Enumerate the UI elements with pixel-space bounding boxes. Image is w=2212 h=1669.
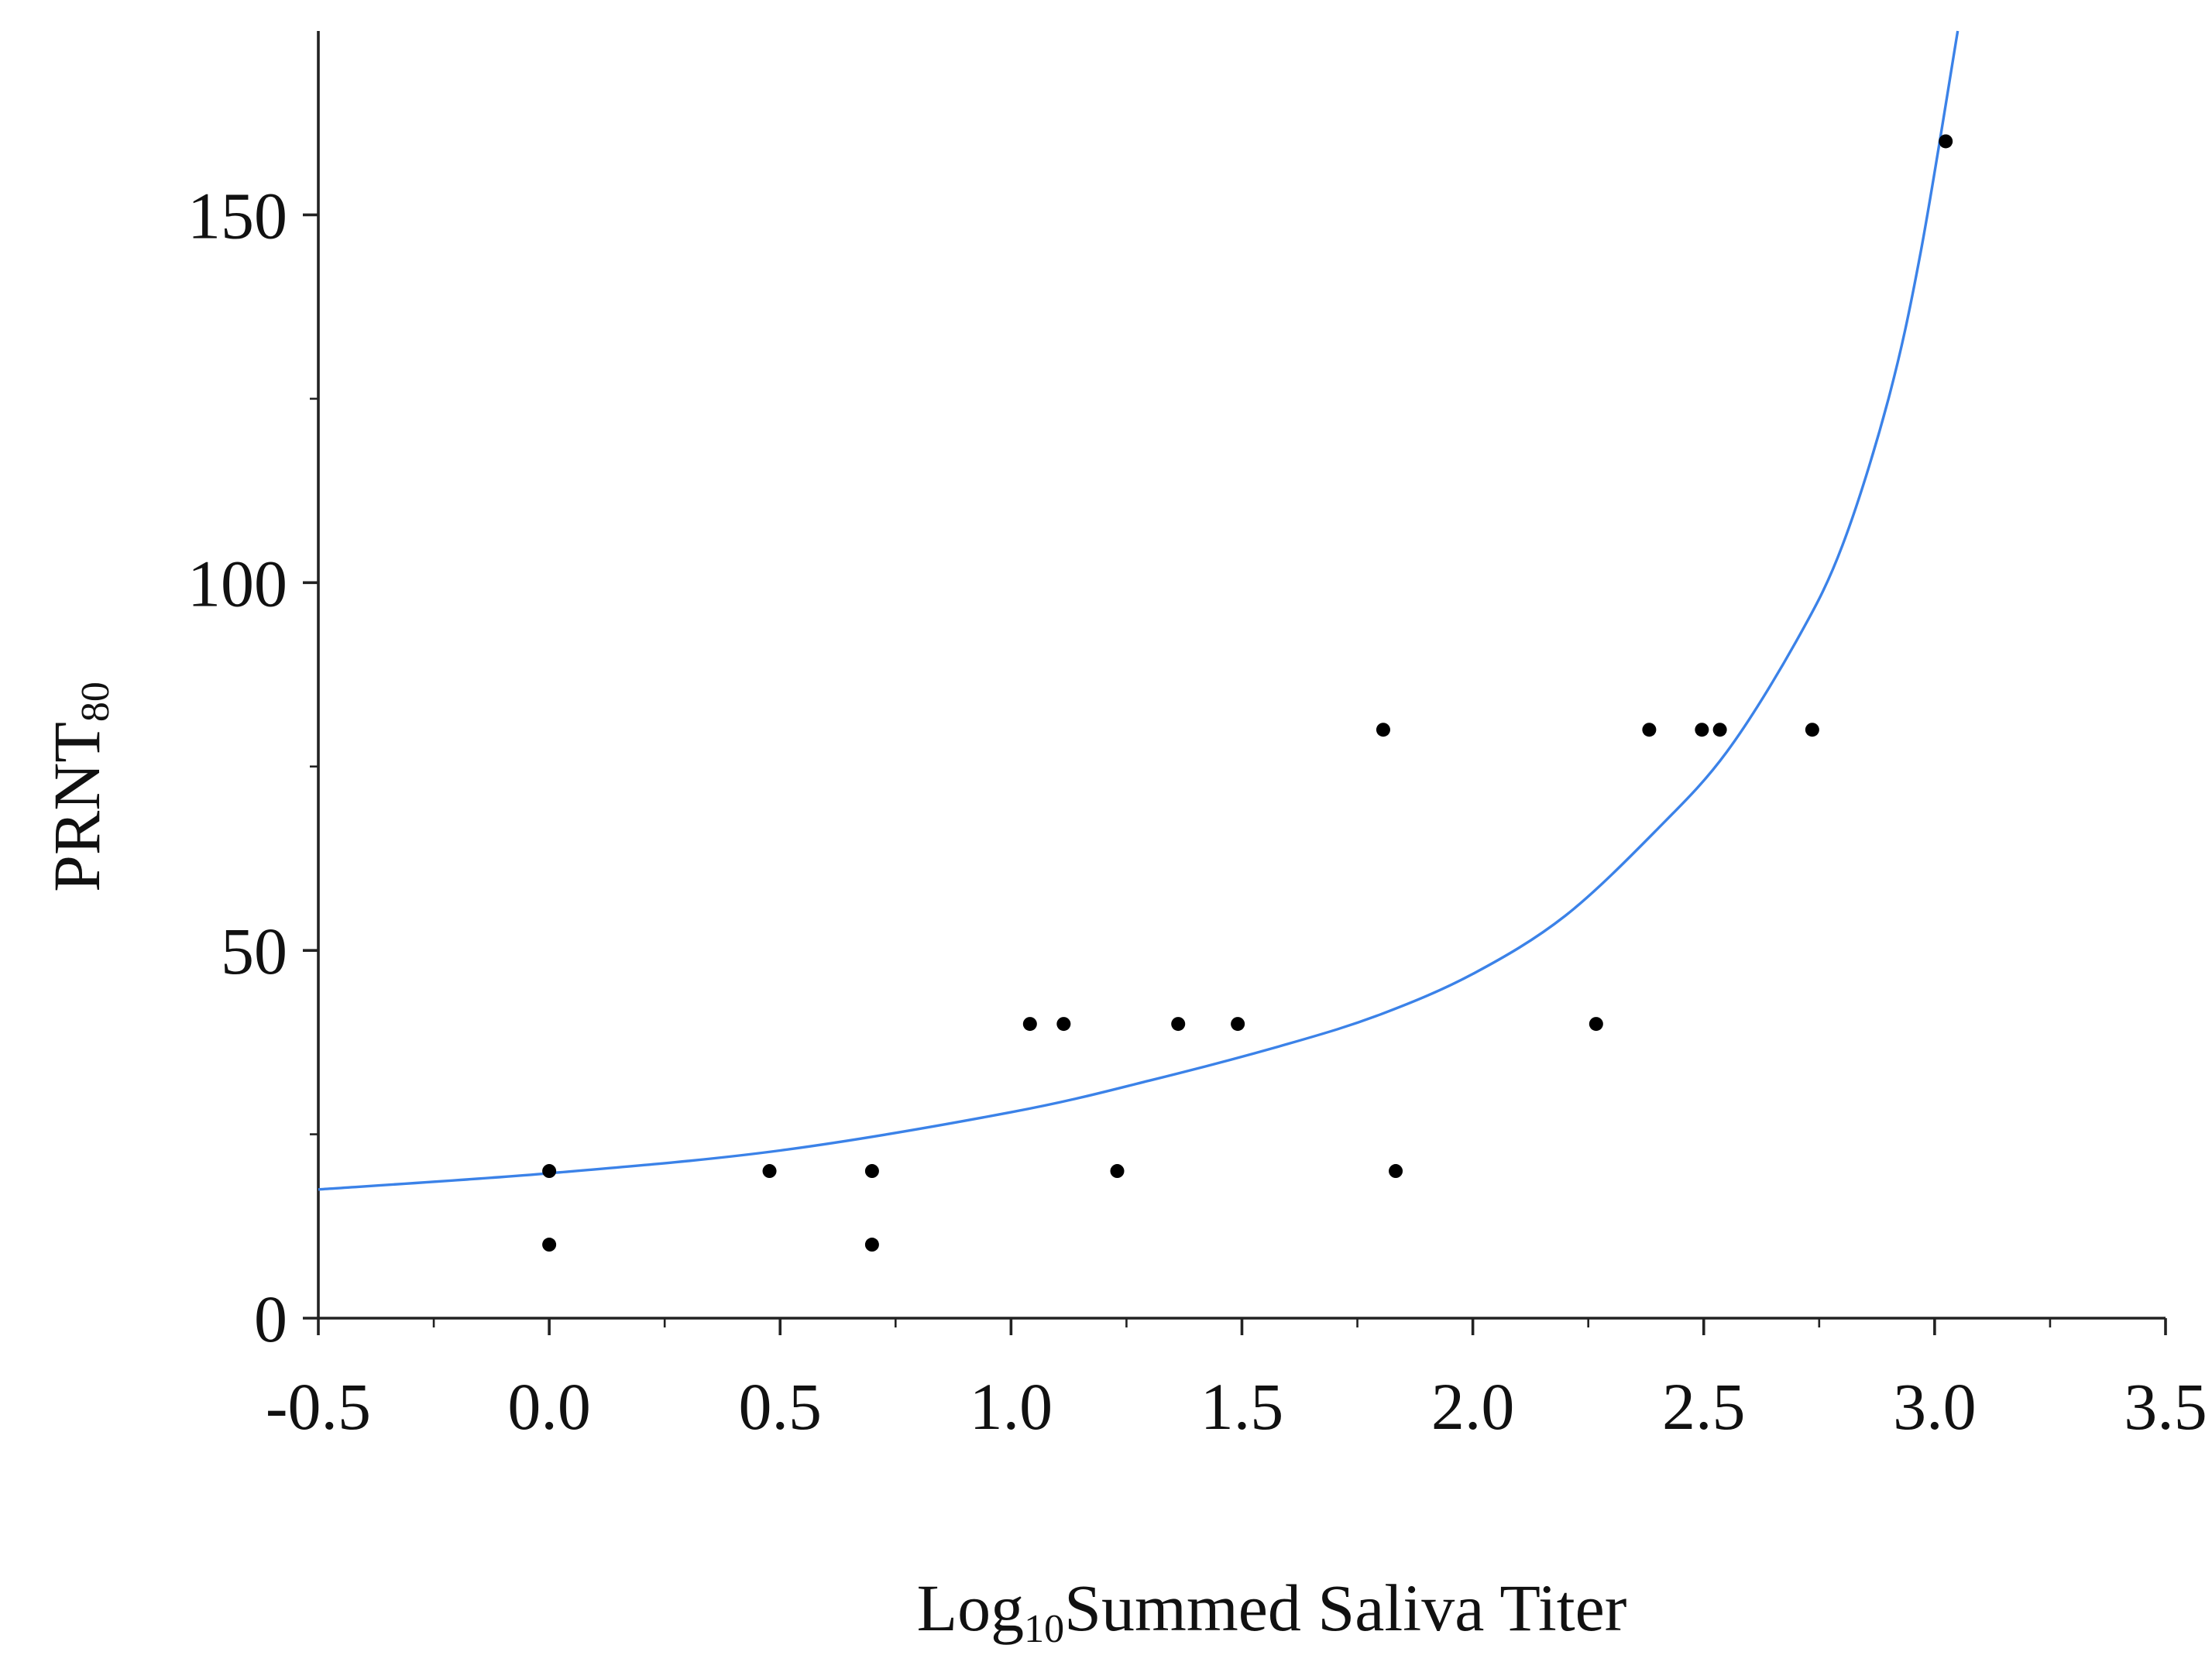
- data-point: [1389, 1164, 1403, 1179]
- y-axis-title-subscript: 80: [74, 682, 118, 722]
- data-points-layer: [542, 134, 1953, 1252]
- data-point: [542, 1238, 557, 1252]
- data-point: [1642, 723, 1657, 737]
- x-tick-label: 1.0: [970, 1369, 1053, 1444]
- data-point: [1110, 1164, 1125, 1179]
- x-tick-label: 2.5: [1662, 1369, 1746, 1444]
- y-axis-title: PRNT80: [40, 682, 118, 892]
- data-point: [1805, 723, 1819, 737]
- x-tick-label: 2.0: [1431, 1369, 1515, 1444]
- x-axis-title-rest: Summed Saliva Titer: [1064, 1571, 1626, 1645]
- y-axis-ticks: 0 50 100 150: [187, 178, 318, 1356]
- data-point: [762, 1164, 777, 1179]
- y-tick-label: 50: [221, 914, 287, 988]
- x-axis-title: Log10Summed Saliva Titer: [917, 1571, 1627, 1651]
- x-axis-title-subscript: 10: [1024, 1607, 1064, 1651]
- fit-curve: [318, 30, 1960, 1191]
- y-tick-label: 150: [187, 178, 287, 252]
- y-tick-label: 0: [254, 1282, 287, 1356]
- x-axis-ticks: -0.5 0.0 0.5 1.0 1.5 2.0 2.5 3.0 3.5: [266, 1318, 2207, 1444]
- data-point: [1712, 723, 1727, 737]
- x-tick-label: 3.5: [2124, 1369, 2207, 1444]
- data-point: [1939, 134, 1953, 149]
- data-point: [864, 1164, 879, 1179]
- x-tick-label: 0.5: [739, 1369, 823, 1444]
- data-point: [1589, 1017, 1603, 1032]
- x-tick-label: -0.5: [266, 1369, 371, 1444]
- data-point: [1231, 1017, 1245, 1032]
- x-tick-label: 3.0: [1893, 1369, 1977, 1444]
- data-point: [1171, 1017, 1186, 1032]
- fit-curve-layer: [318, 30, 1960, 1191]
- data-point: [542, 1164, 557, 1179]
- y-axis-title-main: PRNT: [40, 722, 114, 892]
- y-tick-label: 100: [187, 546, 287, 620]
- x-tick-label: 0.0: [507, 1369, 591, 1444]
- x-tick-label: 1.5: [1200, 1369, 1284, 1444]
- x-axis-title-main: Log: [917, 1571, 1025, 1645]
- data-point: [1056, 1017, 1071, 1032]
- data-point: [1695, 723, 1709, 737]
- data-point: [864, 1238, 879, 1252]
- data-point: [1022, 1017, 1037, 1032]
- data-point: [1376, 723, 1390, 737]
